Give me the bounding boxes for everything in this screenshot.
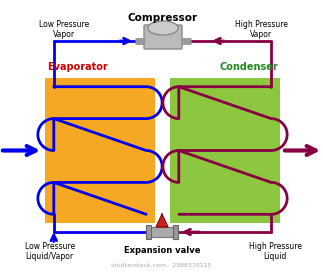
Bar — [45, 78, 155, 223]
FancyBboxPatch shape — [144, 25, 182, 49]
Bar — [173, 225, 178, 239]
Text: Low Pressure
Vapor: Low Pressure Vapor — [39, 20, 89, 39]
Text: High Pressure
Liquid: High Pressure Liquid — [249, 242, 302, 262]
Text: Compressor: Compressor — [128, 13, 198, 23]
Text: Expansion valve: Expansion valve — [124, 246, 200, 255]
Text: High Pressure
Vapor: High Pressure Vapor — [235, 20, 288, 39]
Ellipse shape — [148, 21, 178, 35]
Bar — [146, 225, 151, 239]
Text: shutterstock.com · 2388370115: shutterstock.com · 2388370115 — [111, 263, 212, 268]
Text: Low Pressure
Liquid/Vapor: Low Pressure Liquid/Vapor — [25, 242, 75, 262]
Bar — [148, 227, 176, 237]
Text: Evaporator: Evaporator — [47, 62, 108, 72]
Polygon shape — [156, 214, 168, 227]
Text: Condenser: Condenser — [219, 62, 278, 72]
Bar — [170, 78, 280, 223]
